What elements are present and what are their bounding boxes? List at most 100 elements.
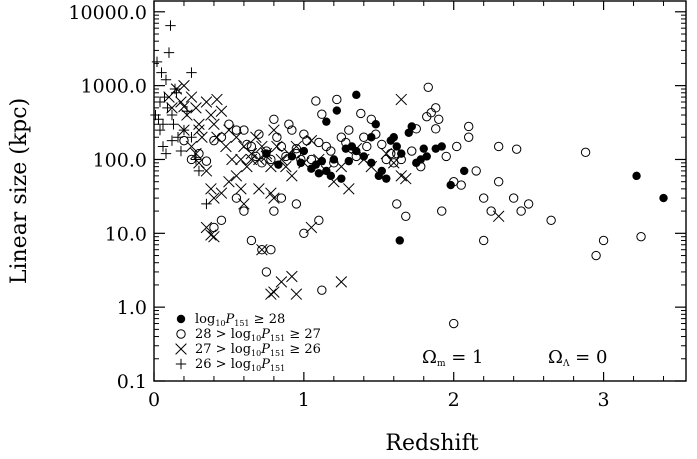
data-point-open-circle <box>269 206 279 216</box>
data-point-open-circle <box>366 114 376 124</box>
data-point-open-circle <box>449 318 459 329</box>
data-point-open-circle <box>317 285 327 295</box>
data-point-filled-circle <box>337 174 346 183</box>
data-point-open-circle <box>224 119 234 129</box>
data-point-filled-circle <box>419 144 428 153</box>
data-point-open-circle <box>332 94 342 105</box>
data-point-cross <box>185 140 198 153</box>
data-point-cross <box>286 270 298 283</box>
data-point-plus <box>151 56 163 68</box>
data-point-filled-circle <box>274 160 283 169</box>
data-point-cross <box>298 157 310 169</box>
y-tick-label: 1.0 <box>117 297 147 319</box>
data-point-open-circle <box>371 129 381 139</box>
data-point-open-circle <box>478 235 489 246</box>
data-point-cross <box>343 183 355 195</box>
data-point-cross <box>265 160 277 173</box>
x-tick-label: 2 <box>448 389 460 411</box>
data-point-cross <box>268 192 280 204</box>
data-point-cross <box>196 131 208 143</box>
data-point-open-circle <box>276 193 287 203</box>
data-point-plus <box>160 74 172 85</box>
data-point-plus <box>171 87 182 98</box>
data-point-open-circle <box>389 158 399 168</box>
data-point-cross <box>200 96 213 108</box>
data-point-open-circle <box>356 108 366 119</box>
data-point-cross <box>235 183 247 195</box>
data-point-cross <box>380 147 393 160</box>
data-point-open-circle <box>254 129 264 139</box>
legend-entry: log10P151 ≥ 28 <box>195 312 285 328</box>
data-point-open-circle <box>281 151 291 162</box>
legend-entry: 26 > log10P151 <box>195 357 285 373</box>
data-point-cross <box>335 160 348 173</box>
data-point-open-circle <box>392 148 402 159</box>
data-point-open-circle <box>437 206 447 216</box>
data-point-plus <box>157 119 169 130</box>
data-point-open-circle <box>431 103 441 113</box>
data-point-cross <box>200 165 213 177</box>
data-point-open-circle <box>431 124 441 134</box>
data-point-plus <box>165 20 176 31</box>
data-point-open-circle <box>464 132 474 142</box>
data-point-open-circle <box>392 199 402 209</box>
data-point-open-circle <box>201 156 212 166</box>
data-point-filled-circle <box>296 158 306 168</box>
data-point-open-circle <box>311 96 321 106</box>
data-point-open-circle <box>359 132 369 142</box>
data-point-filled-circle <box>299 146 309 156</box>
data-point-open-circle <box>266 154 276 165</box>
data-point-filled-circle <box>392 142 401 151</box>
data-point-open-circle <box>546 215 556 226</box>
omega-annotation: Ωm = 1 <box>422 347 483 369</box>
data-point-open-circle <box>341 137 351 148</box>
data-point-open-circle <box>471 166 481 176</box>
data-point-cross <box>193 124 205 136</box>
data-point-open-circle <box>299 228 309 239</box>
data-point-open-circle <box>493 141 504 152</box>
data-point-filled-circle <box>659 193 668 203</box>
data-point-open-circle <box>486 206 496 216</box>
data-point-plus <box>186 67 197 78</box>
data-point-plus <box>186 132 197 143</box>
data-point-filled-circle <box>407 122 416 131</box>
annotations: Ωm = 1 ΩΛ = 0 <box>422 347 607 369</box>
data-point-cross <box>275 276 288 288</box>
data-point-cross <box>238 198 250 210</box>
data-point-cross <box>253 183 265 195</box>
data-point-plus <box>201 198 212 210</box>
data-point-cross <box>245 153 258 166</box>
data-point-open-circle <box>344 125 354 135</box>
legend-entry: 27 > log10P151 ≥ 26 <box>195 342 321 358</box>
data-point-open-circle <box>314 137 324 148</box>
data-point-cross <box>208 230 220 243</box>
data-point-open-circle <box>441 151 451 162</box>
data-point-open-circle <box>291 199 302 209</box>
y-tick-label: 100.0 <box>93 149 147 171</box>
data-point-open-circle <box>326 146 336 156</box>
x-tick-label: 1 <box>298 389 310 411</box>
data-point-cross <box>208 118 220 130</box>
legend-marker-open-circle <box>176 329 186 339</box>
data-point-filled-circle <box>389 133 398 142</box>
data-point-cross <box>193 118 205 130</box>
data-point-open-circle <box>591 250 601 261</box>
data-point-open-circle <box>508 193 519 203</box>
data-point-cross <box>305 134 318 147</box>
data-point-filled-circle <box>314 169 324 178</box>
data-point-open-circle <box>291 148 302 159</box>
data-point-filled-circle <box>332 106 342 115</box>
data-point-open-circle <box>239 125 249 135</box>
data-point-cross <box>271 140 283 153</box>
data-point-cross <box>205 229 217 241</box>
data-point-open-circle <box>299 129 309 139</box>
data-point-filled-circle <box>371 120 380 129</box>
x-tick-label: 0 <box>148 389 160 411</box>
data-point-cross <box>260 150 273 163</box>
data-point-cross <box>256 140 268 153</box>
data-point-cross <box>230 170 243 182</box>
data-point-open-circle <box>478 193 489 203</box>
data-point-open-circle <box>284 119 294 129</box>
data-point-plus <box>154 124 166 136</box>
data-point-plus <box>160 148 172 159</box>
